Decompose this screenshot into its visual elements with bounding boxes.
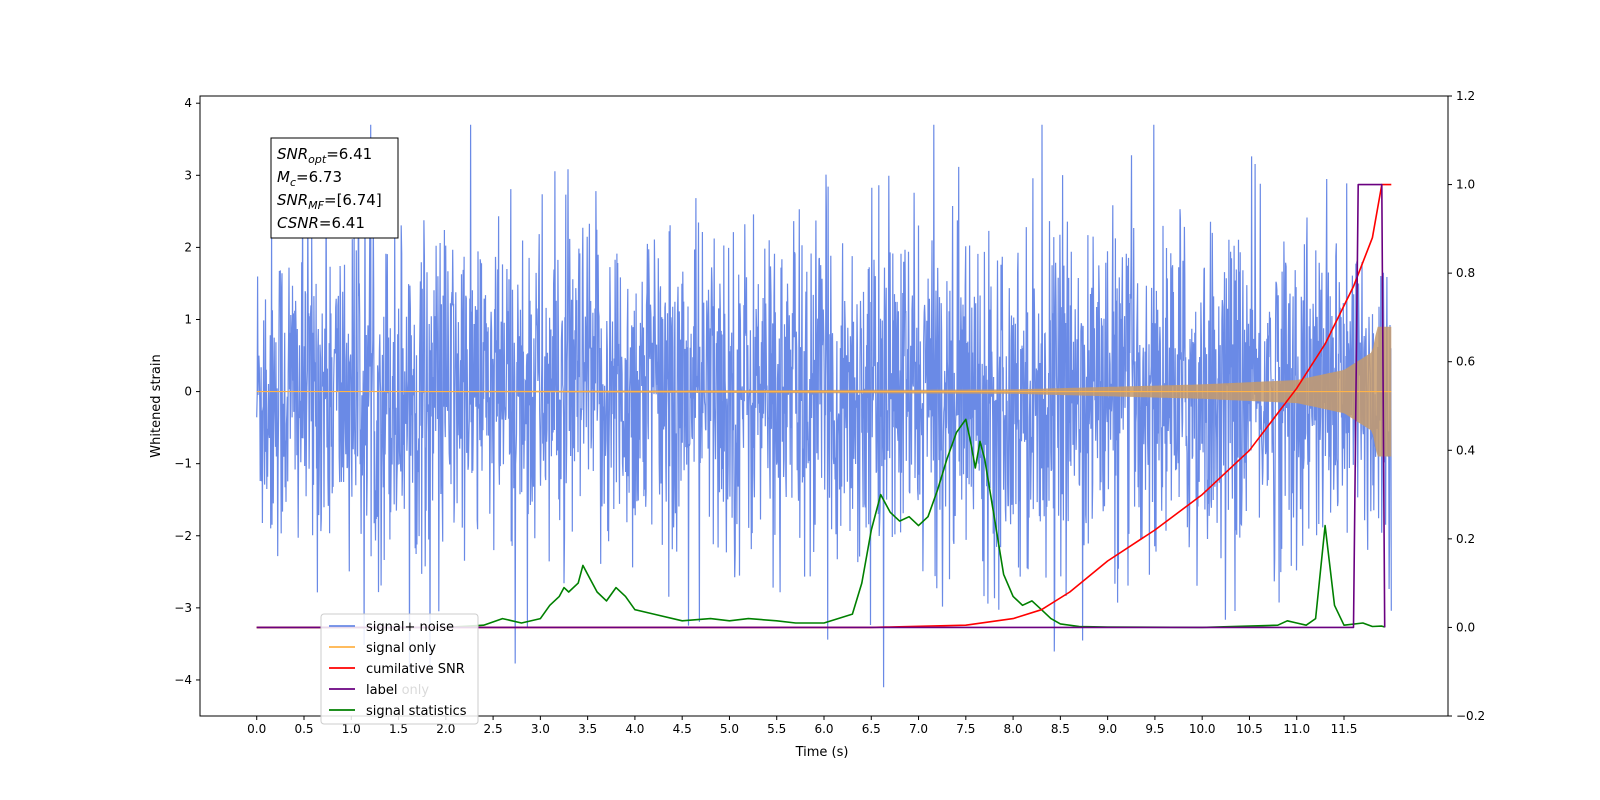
x-tick-label: 9.5 <box>1145 722 1164 736</box>
legend-entry: signal statistics <box>366 704 467 719</box>
x-tick-label: 0.5 <box>294 722 313 736</box>
x-tick-label: 10.0 <box>1189 722 1216 736</box>
y-axis-right: 1.2 1.0 0.8 0.6 0.4 0.2 0.0 −0.2 <box>1448 89 1485 723</box>
annotation-symbol: SNR <box>277 145 308 163</box>
x-tick-label: 4.5 <box>673 722 692 736</box>
x-tick-label: 5.5 <box>767 722 786 736</box>
series-label <box>256 183 1386 629</box>
y2-tick-label: 0.6 <box>1456 355 1475 369</box>
y-tick-label: −2 <box>174 529 192 543</box>
x-tick-label: 3.0 <box>531 722 550 736</box>
series-signal-statistics <box>256 418 1385 629</box>
x-tick-label: 4.0 <box>625 722 644 736</box>
x-tick-label: 6.5 <box>862 722 881 736</box>
y2-tick-label: 0.8 <box>1456 266 1475 280</box>
legend: signal+ noise signal only cumilative SNR la… <box>320 613 479 725</box>
annotation-subscript: c <box>290 176 296 189</box>
y2-tick-label: 0.2 <box>1456 532 1475 546</box>
x-axis: 0.0 0.5 1.0 1.5 2.0 2.5 3.0 3.5 4.0 4.5 5.0 5.5 6.0 6… <box>247 716 1357 736</box>
legend-entry: signal only <box>366 641 436 656</box>
y2-tick-label: 1.0 <box>1456 178 1475 192</box>
annotation-line: SNRopt=6.41 <box>277 145 372 166</box>
y2-tick-label: −0.2 <box>1456 709 1485 723</box>
legend-entry-hidden: label only <box>366 683 429 698</box>
y-tick-label: −3 <box>174 601 192 615</box>
y-axis-left: 4 3 2 1 0 −1 −2 −3 −4 <box>174 96 200 687</box>
y2-tick-label: 0.0 <box>1456 620 1475 634</box>
annotation-symbol: M <box>277 168 290 186</box>
x-tick-label: 10.5 <box>1236 722 1263 736</box>
legend-entry: signal+ noise <box>366 620 454 635</box>
y2-tick-label: 1.2 <box>1456 89 1475 103</box>
series-cumilative-snr <box>256 183 1392 629</box>
plot-layer <box>256 124 1392 688</box>
y-tick-label: 0 <box>184 385 192 399</box>
annotation-line: SNRMF=[6.74] <box>277 191 382 212</box>
x-tick-label: 8.5 <box>1051 722 1070 736</box>
y-tick-label: −1 <box>174 457 192 471</box>
annotation-symbol: CSNR <box>277 214 319 232</box>
annotation-line: Mc=6.73 <box>277 168 342 189</box>
annotation-value: =6.73 <box>296 168 342 186</box>
annotation-line: CSNR=6.41 <box>277 214 365 232</box>
annotation-symbol: SNR <box>277 191 308 209</box>
x-tick-label: 2.5 <box>484 722 503 736</box>
annotation-subscript: opt <box>308 153 327 166</box>
x-tick-label: 6.0 <box>814 722 833 736</box>
annotation-value: =[6.74] <box>324 191 382 209</box>
annotation-frame <box>270 137 399 239</box>
annotation-value: =6.41 <box>319 214 365 232</box>
x-tick-label: 7.0 <box>909 722 928 736</box>
x-tick-label: 1.5 <box>389 722 408 736</box>
x-tick-label: 8.0 <box>1004 722 1023 736</box>
x-tick-label: 7.5 <box>956 722 975 736</box>
legend-entry: cumilative SNR <box>366 662 465 677</box>
x-axis-label: Time (s) <box>795 745 849 760</box>
y-tick-label: 4 <box>184 96 192 110</box>
y-tick-label: 3 <box>184 168 192 182</box>
y2-tick-label: 0.4 <box>1456 443 1475 457</box>
x-tick-label: 11.0 <box>1283 722 1310 736</box>
x-tick-label: 9.0 <box>1098 722 1117 736</box>
annotation-value: =6.41 <box>326 145 372 163</box>
x-tick-label: 1.0 <box>342 722 361 736</box>
y-axis-label: Whitened strain <box>149 354 164 457</box>
y-tick-label: 2 <box>184 240 192 254</box>
x-tick-label: 11.5 <box>1331 722 1358 736</box>
x-tick-label: 2.0 <box>436 722 455 736</box>
annotation-subscript: MF <box>308 199 324 212</box>
x-tick-label: 3.5 <box>578 722 597 736</box>
legend-entry: label <box>366 683 397 698</box>
series-signal-noise <box>256 124 1392 688</box>
x-tick-label: 5.0 <box>720 722 739 736</box>
x-tick-label: 0.0 <box>247 722 266 736</box>
y-tick-label: −4 <box>174 673 192 687</box>
legend-frame <box>320 613 479 725</box>
y-tick-label: 1 <box>184 312 192 326</box>
